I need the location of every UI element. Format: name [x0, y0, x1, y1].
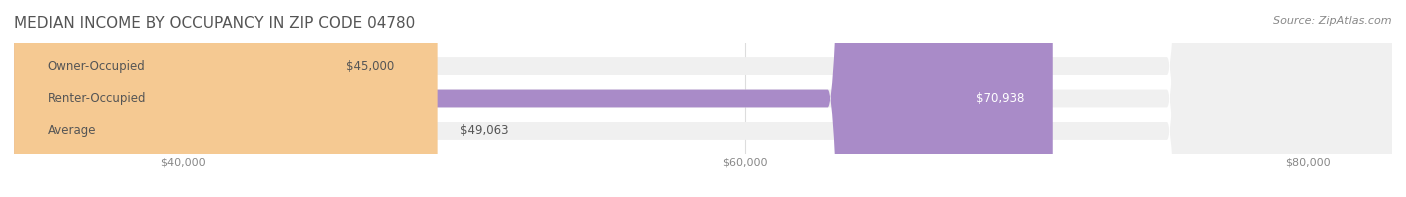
- FancyBboxPatch shape: [14, 0, 323, 197]
- Text: $49,063: $49,063: [460, 125, 509, 138]
- FancyBboxPatch shape: [14, 0, 1392, 197]
- FancyBboxPatch shape: [14, 0, 1392, 197]
- FancyBboxPatch shape: [14, 0, 1053, 197]
- Text: $45,000: $45,000: [346, 59, 394, 72]
- FancyBboxPatch shape: [14, 0, 437, 197]
- FancyBboxPatch shape: [14, 0, 1392, 197]
- Text: Source: ZipAtlas.com: Source: ZipAtlas.com: [1274, 16, 1392, 26]
- Text: $70,938: $70,938: [976, 92, 1025, 105]
- Text: MEDIAN INCOME BY OCCUPANCY IN ZIP CODE 04780: MEDIAN INCOME BY OCCUPANCY IN ZIP CODE 0…: [14, 16, 415, 31]
- Text: Owner-Occupied: Owner-Occupied: [48, 59, 146, 72]
- Text: Renter-Occupied: Renter-Occupied: [48, 92, 146, 105]
- Text: Average: Average: [48, 125, 96, 138]
